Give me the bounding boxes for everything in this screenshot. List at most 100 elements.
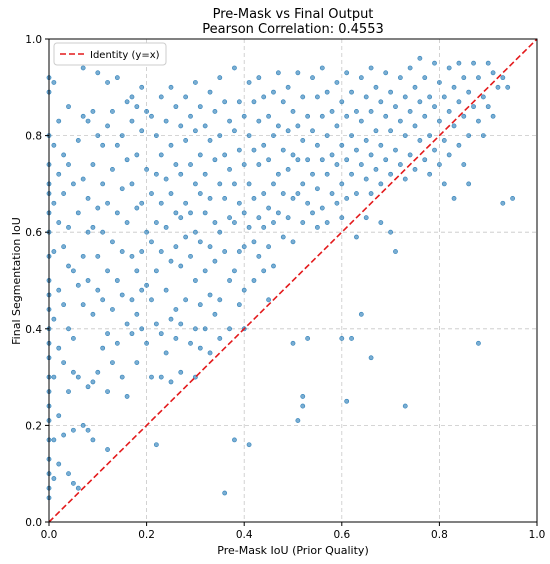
scatter-point: [202, 326, 208, 332]
scatter-point: [212, 311, 218, 317]
scatter-point: [246, 133, 252, 138]
scatter-point: [349, 133, 354, 138]
scatter-point: [178, 369, 184, 375]
scatter-point: [432, 60, 437, 66]
scatter-point: [495, 84, 501, 90]
scatter-point: [163, 176, 169, 182]
scatter-point: [158, 94, 164, 100]
scatter-point: [290, 340, 296, 346]
scatter-point: [363, 94, 369, 100]
scatter-point: [363, 176, 369, 182]
scatter-point: [344, 398, 350, 404]
scatter-point: [227, 278, 232, 283]
scatter-point: [56, 345, 62, 351]
scatter-point: [119, 292, 125, 298]
scatter-point: [124, 220, 130, 225]
scatter-point: [207, 89, 213, 95]
scatter-point: [388, 171, 393, 177]
y-axis-label: Final Segmentation IoU: [10, 217, 23, 345]
scatter-point: [188, 210, 193, 216]
scatter-point: [173, 104, 179, 110]
scatter-point: [427, 133, 433, 138]
scatter-point: [319, 205, 325, 211]
scatter-point: [241, 244, 247, 250]
scatter-point: [105, 123, 110, 129]
scatter-point: [105, 447, 110, 452]
x-tick-label: 0.0: [41, 529, 58, 541]
scatter-point: [61, 152, 67, 158]
scatter-point: [319, 65, 325, 71]
scatter-point: [461, 113, 467, 119]
scatter-point: [275, 171, 281, 177]
scatter-point: [232, 220, 237, 225]
scatter-point: [75, 210, 81, 216]
scatter-point: [153, 268, 159, 274]
scatter-point: [66, 389, 71, 394]
scatter-point: [56, 220, 62, 225]
scatter-point: [241, 210, 247, 216]
scatter-point: [51, 476, 57, 481]
scatter-point: [349, 336, 354, 341]
scatter-point: [227, 118, 232, 124]
scatter-point: [295, 191, 301, 196]
scatter-point: [232, 437, 237, 443]
scatter-point: [71, 336, 76, 341]
scatter-point: [173, 244, 179, 250]
scatter-point: [339, 142, 345, 148]
scatter-point: [310, 210, 315, 216]
scatter-point: [368, 152, 374, 158]
scatter-point: [261, 268, 267, 274]
scatter-point: [427, 94, 433, 100]
scatter-point: [105, 389, 110, 394]
scatter-point: [456, 99, 462, 105]
scatter-point: [441, 181, 447, 187]
scatter-point: [192, 326, 198, 332]
scatter-point: [178, 321, 184, 327]
scatter-point: [407, 65, 413, 71]
scatter-point: [149, 297, 154, 303]
x-tick-label: 0.8: [431, 529, 448, 541]
scatter-point: [261, 224, 267, 230]
scatter-point: [378, 99, 384, 105]
scatter-point: [178, 171, 184, 177]
scatter-point: [461, 75, 467, 81]
data-points: [46, 55, 515, 501]
scatter-point: [246, 224, 252, 230]
scatter-point: [480, 133, 486, 138]
scatter-point: [202, 123, 208, 129]
scatter-point: [71, 427, 76, 433]
scatter-point: [95, 133, 101, 138]
scatter-point: [368, 191, 374, 196]
scatter-point: [188, 113, 193, 119]
scatter-point: [207, 292, 213, 298]
scatter-point: [222, 99, 228, 105]
scatter-point: [275, 70, 281, 76]
scatter-point: [222, 490, 228, 496]
scatter-point: [266, 244, 271, 250]
scatter-point: [188, 162, 193, 167]
scatter-point: [168, 316, 174, 322]
scatter-point: [378, 220, 384, 225]
scatter-point: [110, 239, 115, 245]
scatter-point: [217, 75, 223, 81]
scatter-point: [417, 55, 423, 61]
scatter-point: [110, 167, 115, 172]
scatter-point: [75, 138, 81, 143]
scatter-point: [456, 60, 462, 66]
scatter-point: [61, 302, 67, 308]
scatter-point: [402, 176, 408, 182]
scatter-point: [61, 191, 67, 196]
scatter-point: [368, 65, 374, 71]
scatter-point: [56, 118, 62, 124]
scatter-point: [119, 249, 125, 254]
scatter-point: [388, 229, 393, 235]
scatter-point: [256, 162, 262, 167]
scatter-point: [275, 210, 281, 216]
scatter-point: [300, 403, 306, 409]
scatter-point: [90, 162, 96, 167]
legend-box: [53, 42, 167, 66]
scatter-point: [222, 249, 228, 254]
scatter-point: [266, 113, 271, 119]
scatter-point: [212, 220, 218, 225]
